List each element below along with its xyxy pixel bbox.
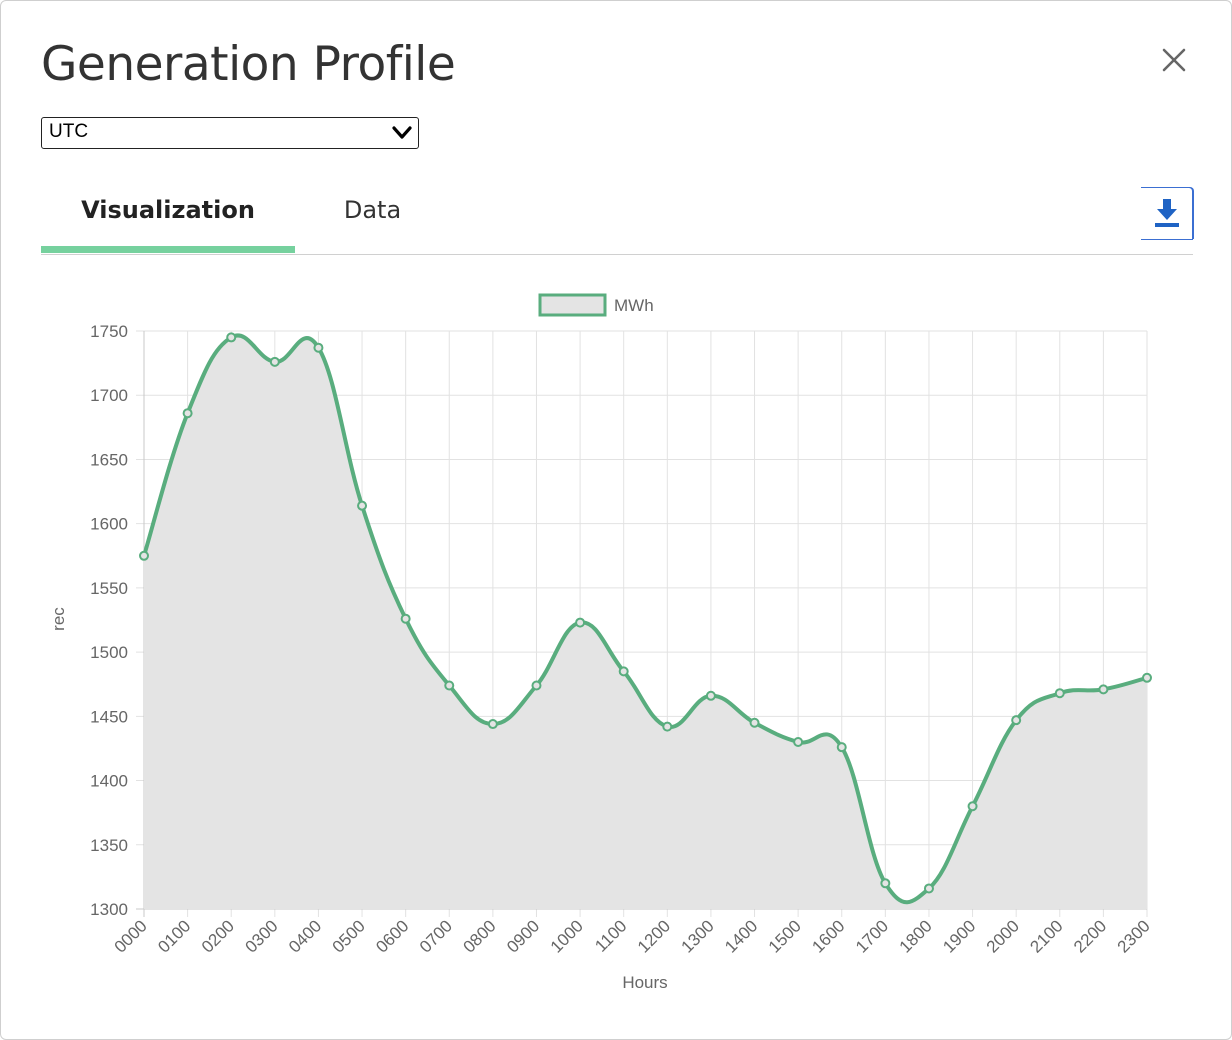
x-tick-label: 1200 <box>634 916 674 956</box>
data-point <box>967 801 978 812</box>
x-tick-label: 0600 <box>372 916 412 956</box>
close-button[interactable] <box>1157 43 1191 77</box>
view-tabs: Visualization Data <box>41 181 1193 255</box>
y-tick-label: 1450 <box>90 707 128 726</box>
series-area-mwh <box>144 335 1147 909</box>
data-point <box>793 737 804 748</box>
x-tick-label: 1300 <box>678 916 718 956</box>
y-axis-label: rec <box>49 607 68 631</box>
data-point <box>749 717 760 728</box>
x-tick-label: 1800 <box>896 916 936 956</box>
legend-label-mwh: MWh <box>614 296 654 315</box>
x-tick-label: 2200 <box>1070 916 1110 956</box>
data-point <box>400 613 411 624</box>
data-point <box>1142 672 1152 683</box>
x-tick-label: 0000 <box>111 916 151 956</box>
data-point <box>487 719 498 730</box>
data-point <box>1011 715 1022 726</box>
download-icon <box>1155 199 1179 227</box>
x-tick-label: 1500 <box>765 916 805 956</box>
data-point <box>269 356 280 367</box>
y-tick-label: 1500 <box>90 643 128 662</box>
y-axis-ticks: 1300 1350 1400 1450 1500 1550 1600 1650 1700 1750 <box>90 322 128 919</box>
y-tick-label: 1350 <box>90 836 128 855</box>
x-tick-label: 0400 <box>285 916 325 956</box>
y-tick-label: 1600 <box>90 515 128 534</box>
data-point <box>1054 688 1065 699</box>
x-tick-label: 0900 <box>503 916 543 956</box>
data-point <box>880 878 891 889</box>
modal-title: Generation Profile <box>41 37 456 92</box>
x-tick-label: 0200 <box>198 916 238 956</box>
data-point <box>139 550 149 561</box>
y-tick-label: 1550 <box>90 579 128 598</box>
x-tick-label: 0100 <box>154 916 194 956</box>
data-point <box>923 883 934 894</box>
data-point <box>444 680 455 691</box>
data-point <box>531 680 542 691</box>
y-tick-label: 1300 <box>90 900 128 919</box>
data-point <box>226 332 237 343</box>
data-point <box>575 617 586 628</box>
y-tick-label: 1700 <box>90 386 128 405</box>
series-points-mwh <box>139 332 1152 894</box>
x-tick-label: 1000 <box>547 916 587 956</box>
y-tick-label: 1650 <box>90 450 128 469</box>
x-tick-label: 2100 <box>1026 916 1066 956</box>
tab-visualization[interactable]: Visualization <box>41 181 295 253</box>
x-axis-ticks: 0000 0100 0200 0300 0400 0500 0600 0700 0800 0900… <box>111 916 1154 956</box>
x-tick-label: 2000 <box>983 916 1023 956</box>
download-button[interactable] <box>1141 187 1193 239</box>
data-point <box>618 666 629 677</box>
x-tick-label: 1100 <box>591 916 630 955</box>
timezone-select[interactable]: UTC <box>41 117 419 149</box>
chart-legend: MWh <box>538 293 654 317</box>
data-point <box>662 721 673 732</box>
x-tick-label: 1900 <box>939 916 979 956</box>
chevron-down-icon <box>392 126 412 139</box>
data-point <box>1098 684 1109 695</box>
data-point <box>182 408 193 419</box>
y-tick-label: 1750 <box>90 322 128 341</box>
x-tick-label: 1600 <box>808 916 848 956</box>
tab-data[interactable]: Data <box>343 196 402 224</box>
x-tick-label: 1700 <box>852 916 892 956</box>
x-tick-label: 0700 <box>416 916 456 956</box>
x-tick-label: 0800 <box>460 916 500 956</box>
data-point <box>705 690 716 701</box>
data-point <box>357 500 368 511</box>
data-point <box>836 742 847 753</box>
data-point <box>313 342 324 353</box>
x-axis-label: Hours <box>622 973 667 992</box>
x-tick-label: 0300 <box>241 916 281 956</box>
close-icon <box>1162 48 1186 72</box>
y-tick-label: 1400 <box>90 772 128 791</box>
x-tick-label: 2300 <box>1114 916 1154 956</box>
x-tick-label: 0500 <box>329 916 369 956</box>
timezone-selected-value: UTC <box>49 121 89 142</box>
x-tick-label: 1400 <box>721 916 761 956</box>
legend-swatch-mwh <box>538 293 607 317</box>
